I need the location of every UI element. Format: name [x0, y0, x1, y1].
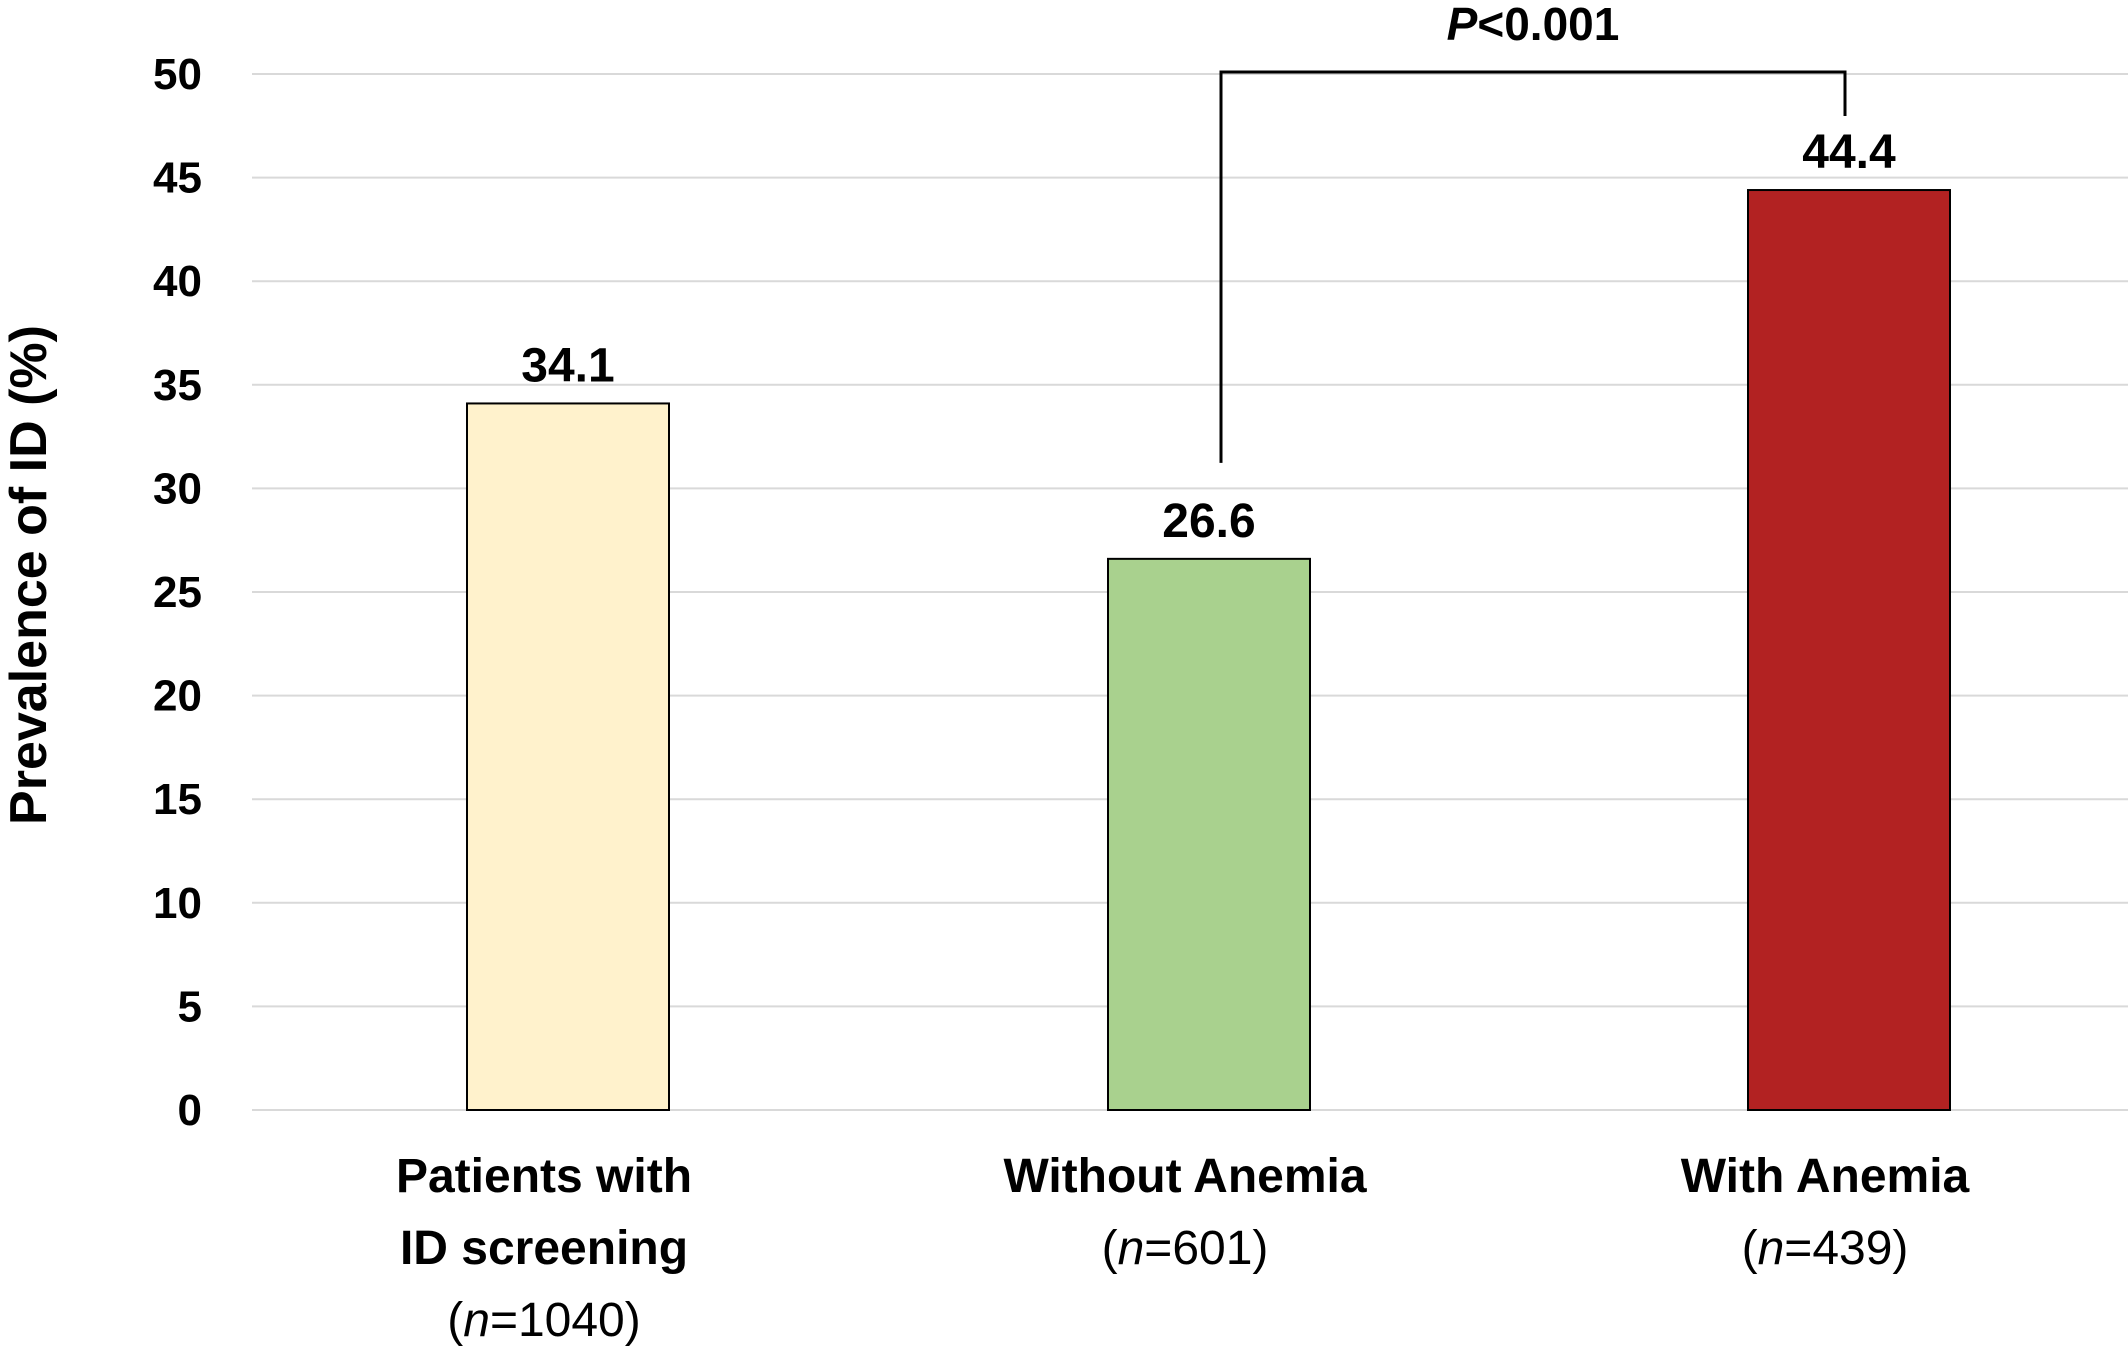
category-label: With Anemia — [1681, 1150, 1970, 1203]
category-label: Without Anemia — [1003, 1150, 1366, 1203]
significance-bracket: P<0.001 — [1219, 0, 1847, 463]
value-labels: 34.1 26.6 44.4 — [521, 126, 1896, 548]
sample-size-label: (n=1040) — [447, 1294, 640, 1347]
bar — [466, 402, 670, 1111]
y-tick-label: 30 — [153, 464, 202, 513]
y-axis-title: Prevalence of ID (%) — [0, 325, 58, 825]
y-tick-label: 20 — [153, 672, 202, 721]
significance-bracket-line — [1219, 70, 1847, 463]
y-tick-label: 25 — [153, 568, 202, 617]
p-value-label: P<0.001 — [1447, 0, 1620, 50]
value-label: 44.4 — [1802, 126, 1896, 179]
y-tick-label: 45 — [153, 154, 202, 203]
sample-size-label: (n=439) — [1742, 1222, 1909, 1275]
value-label: 34.1 — [521, 339, 614, 392]
bar — [1107, 557, 1311, 1111]
y-tick-label: 10 — [153, 879, 202, 928]
category-label: Patients with — [396, 1150, 692, 1203]
y-tick-labels: 0 5 10 15 20 25 30 35 40 45 50 — [153, 50, 202, 1135]
sample-size-label: (n=601) — [1102, 1222, 1269, 1275]
y-tick-label: 50 — [153, 50, 202, 99]
bar — [1747, 189, 1951, 1112]
category-labels: Patients with ID screening (n=1040) Without… — [396, 1150, 1970, 1347]
category-label: ID screening — [400, 1222, 688, 1275]
y-tick-label: 5 — [178, 982, 202, 1031]
bars — [466, 189, 1951, 1112]
value-label: 26.6 — [1162, 495, 1255, 548]
y-tick-label: 15 — [153, 775, 202, 824]
y-tick-label: 40 — [153, 257, 202, 306]
y-tick-label: 0 — [178, 1086, 202, 1135]
y-tick-label: 35 — [153, 361, 202, 410]
